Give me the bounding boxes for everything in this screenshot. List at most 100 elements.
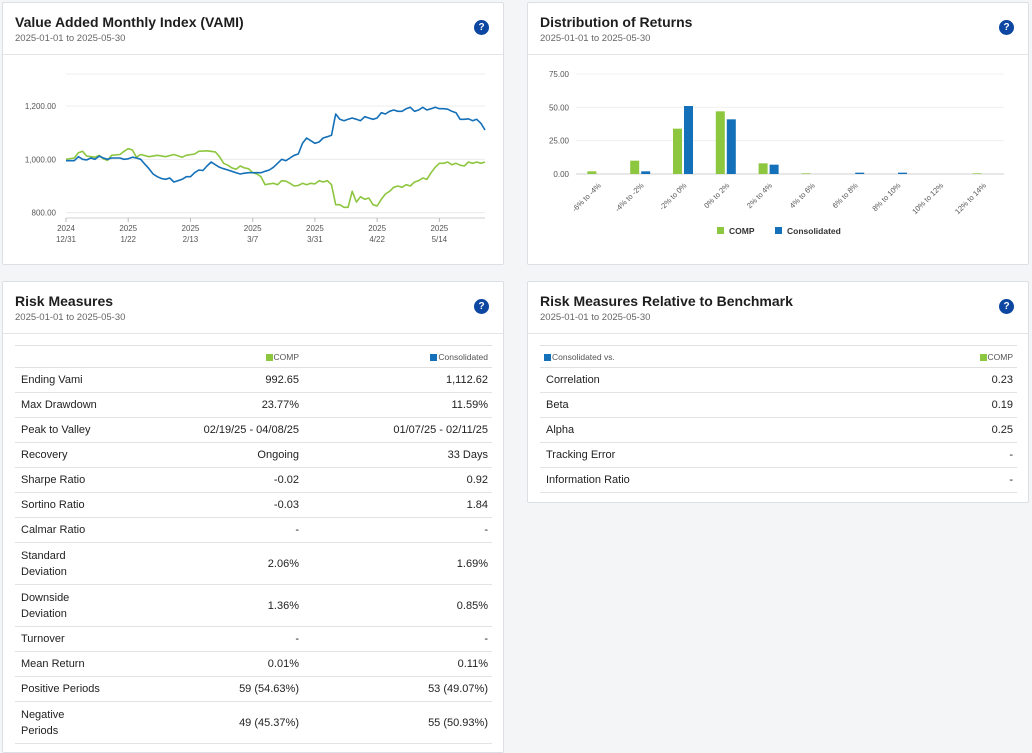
metric-value: 0.25	[870, 417, 1017, 443]
x-tick-year: 2024	[57, 224, 75, 233]
x-tick-date: 12/31	[56, 235, 77, 244]
comp-bar	[758, 163, 768, 174]
help-icon[interactable]: ?	[474, 20, 489, 35]
help-icon[interactable]: ?	[999, 20, 1014, 35]
x-tick-year: 2025	[182, 224, 200, 233]
metric-label: Alpha	[540, 417, 871, 443]
comp-bar	[587, 171, 597, 174]
consolidated-value: -	[303, 517, 492, 543]
table-row: Turnover - -	[15, 626, 492, 652]
x-tick-label: 8% to 10%	[870, 181, 902, 213]
risk-measures-header: Risk Measures 2025-01-01 to 2025-05-30 ?	[3, 282, 503, 334]
metric-label: Max Drawdown	[15, 392, 189, 418]
metric-value: 0.23	[870, 367, 1017, 393]
x-tick-date: 4/22	[369, 235, 385, 244]
consolidated-bar	[769, 164, 779, 174]
consolidated-legend-swatch	[775, 227, 782, 234]
risk-measures-title: Risk Measures	[15, 293, 114, 309]
y-tick-label: 1,200.00	[25, 102, 57, 111]
consolidated-bar	[898, 172, 907, 174]
comp-series-line	[65, 147, 486, 209]
metric-label: Peak to Valley	[15, 417, 189, 443]
consolidated-value: 0.85%	[303, 584, 492, 627]
vami-panel: Value Added Monthly Index (VAMI) 2025-01…	[2, 2, 504, 265]
x-tick-label: -4% to -2%	[613, 181, 646, 214]
metric-label: Calmar Ratio	[15, 517, 189, 543]
x-tick-label: 2% to 4%	[745, 181, 774, 210]
metric-label: Recovery	[15, 442, 189, 468]
metric-label-line1: Downside	[21, 591, 70, 604]
table-header-row: COMP Consolidated	[15, 345, 492, 368]
x-tick-year: 2025	[119, 224, 137, 233]
metric-label: Ending Vami	[15, 367, 189, 393]
consolidated-vs-header: Consolidated vs.	[540, 345, 871, 368]
comp-value: -	[189, 626, 303, 652]
consolidated-value: 1,112.62	[303, 367, 492, 393]
metric-label: Beta	[540, 392, 871, 418]
metric-value: 0.19	[870, 392, 1017, 418]
table-row: Peak to Valley 02/19/25 - 04/08/25 01/07…	[15, 417, 492, 443]
metric-label-line1: Negative	[21, 708, 65, 721]
x-tick-label: 12% to 14%	[953, 181, 988, 216]
comp-bar	[630, 160, 640, 174]
x-tick-year: 2025	[306, 224, 324, 233]
vami-header: Value Added Monthly Index (VAMI) 2025-01…	[3, 3, 503, 55]
consolidated-legend-label: Consolidated	[787, 226, 841, 236]
comp-value: 2.06%	[189, 542, 303, 585]
x-tick-label: -2% to 0%	[658, 181, 689, 212]
table-row: Correlation 0.23	[540, 367, 1017, 393]
consolidated-value: 33 Days	[303, 442, 492, 468]
consolidated-bar	[641, 171, 651, 174]
consolidated-value: 11.59%	[303, 392, 492, 418]
risk-measures-panel: Risk Measures 2025-01-01 to 2025-05-30 ?…	[2, 281, 504, 753]
relative-risk-header: Risk Measures Relative to Benchmark 2025…	[528, 282, 1028, 334]
table-header-row: Consolidated vs. COMP	[540, 345, 1017, 368]
metric-label: Sortino Ratio	[15, 492, 189, 518]
table-row: Ending Vami 992.65 1,112.62	[15, 367, 492, 393]
comp-bar	[673, 128, 682, 174]
risk-measures-table: COMP Consolidated Ending Vami 992.65 1,1…	[15, 345, 492, 744]
comp-value: 02/19/25 - 04/08/25	[189, 417, 303, 443]
consolidated-swatch	[430, 353, 438, 361]
metric-label: Information Ratio	[540, 467, 871, 493]
table-row: Standard Deviation 2.06% 1.69%	[15, 542, 492, 585]
x-tick-label: 10% to 12%	[910, 181, 945, 216]
table-row: Recovery Ongoing 33 Days	[15, 442, 492, 468]
risk-measures-subtitle: 2025-01-01 to 2025-05-30	[15, 312, 126, 323]
help-icon[interactable]: ?	[999, 299, 1014, 314]
distribution-chart: 75.00 50.00 25.00 0.00-6% to -4% -4% to -2% -…	[549, 70, 1004, 236]
metric-label-line1: Standard	[21, 549, 66, 562]
comp-value: -0.03	[189, 492, 303, 518]
comp-value: 992.65	[189, 367, 303, 393]
consolidated-column-label: Consolidated	[438, 351, 488, 362]
table-row: Tracking Error -	[540, 442, 1017, 468]
y-tick-label: 1,000.00	[25, 155, 57, 164]
x-tick-label: 4% to 6%	[788, 181, 817, 210]
consolidated-series-line	[66, 106, 486, 183]
metric-label: Tracking Error	[540, 442, 871, 468]
x-tick-date: 5/14	[432, 235, 448, 244]
table-row: Max Drawdown 23.77% 11.59%	[15, 392, 492, 418]
comp-value: 0.01%	[189, 651, 303, 677]
consolidated-value: 55 (50.93%)	[303, 701, 492, 744]
distribution-header: Distribution of Returns 2025-01-01 to 20…	[528, 3, 1028, 55]
table-row: Sortino Ratio -0.03 1.84	[15, 492, 492, 518]
comp-value: 59 (54.63%)	[189, 676, 303, 702]
comp-column-label: COMP	[987, 351, 1014, 362]
consolidated-value: 1.84	[303, 492, 492, 518]
table-row: Downside Deviation 1.36% 0.85%	[15, 584, 492, 627]
relative-risk-subtitle: 2025-01-01 to 2025-05-30	[540, 312, 651, 323]
comp-bar	[715, 111, 725, 174]
x-tick-date: 3/7	[247, 235, 259, 244]
table-row: Information Ratio -	[540, 467, 1017, 493]
y-tick-label: 25.00	[549, 137, 570, 146]
vami-subtitle: 2025-01-01 to 2025-05-30	[15, 33, 126, 44]
metric-label-line2: Deviation	[21, 607, 67, 620]
metric-label: Mean Return	[15, 651, 189, 677]
comp-bar	[801, 173, 811, 174]
comp-legend-swatch	[717, 227, 724, 234]
metric-value: -	[870, 467, 1017, 493]
help-icon[interactable]: ?	[474, 299, 489, 314]
consolidated-value: 01/07/25 - 02/11/25	[303, 417, 492, 443]
